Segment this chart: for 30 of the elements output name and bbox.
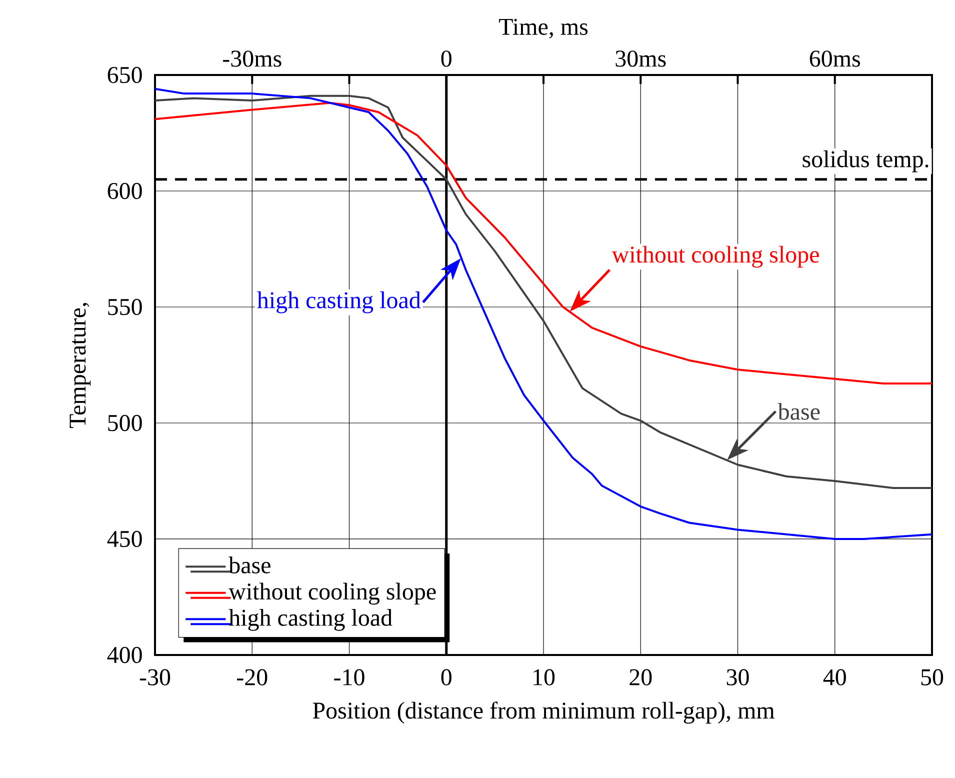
- x-tick-label: 0: [441, 669, 452, 686]
- x2-tick-label: 0: [441, 50, 452, 67]
- x2-tick-label: -30ms: [223, 50, 282, 67]
- x-axis-title: Position (distance from minimum roll-gap), mm: [312, 702, 774, 724]
- y-tick-label: 500: [108, 414, 142, 432]
- x-tick-label: 20: [630, 669, 652, 686]
- annotation: high casting load: [257, 291, 421, 314]
- y-tick-label: 450: [107, 530, 142, 548]
- y-tick-label: 400: [107, 646, 142, 664]
- x-tick-label: -30: [140, 669, 170, 686]
- x-tick-label: -20: [237, 669, 268, 686]
- x-tick-label: 50: [921, 669, 944, 686]
- ref-line-label: solidus temp.: [802, 150, 928, 172]
- x-tick-label: -10: [334, 669, 364, 686]
- legend-label: base: [228, 556, 270, 574]
- x-tick-label: 30: [726, 669, 749, 686]
- x2-tick-label: 60ms: [810, 50, 860, 67]
- y-axis-title: Temperature,: [70, 303, 91, 428]
- y-tick-label: 550: [108, 298, 142, 316]
- x-tick-label: 10: [534, 669, 555, 686]
- x2-axis-title: Time, ms: [499, 18, 588, 38]
- legend-label: without cooling slope: [228, 582, 436, 605]
- x-tick-label: 40: [823, 669, 846, 686]
- x2-tick-label: 30ms: [616, 50, 666, 67]
- annotation: without cooling slope: [612, 246, 819, 268]
- line-series: [154, 102, 933, 385]
- y-tick-label: 650: [108, 66, 142, 84]
- y-tick-label: 600: [108, 182, 142, 200]
- legend-label: high casting load: [228, 609, 392, 631]
- annotation: base: [778, 402, 820, 420]
